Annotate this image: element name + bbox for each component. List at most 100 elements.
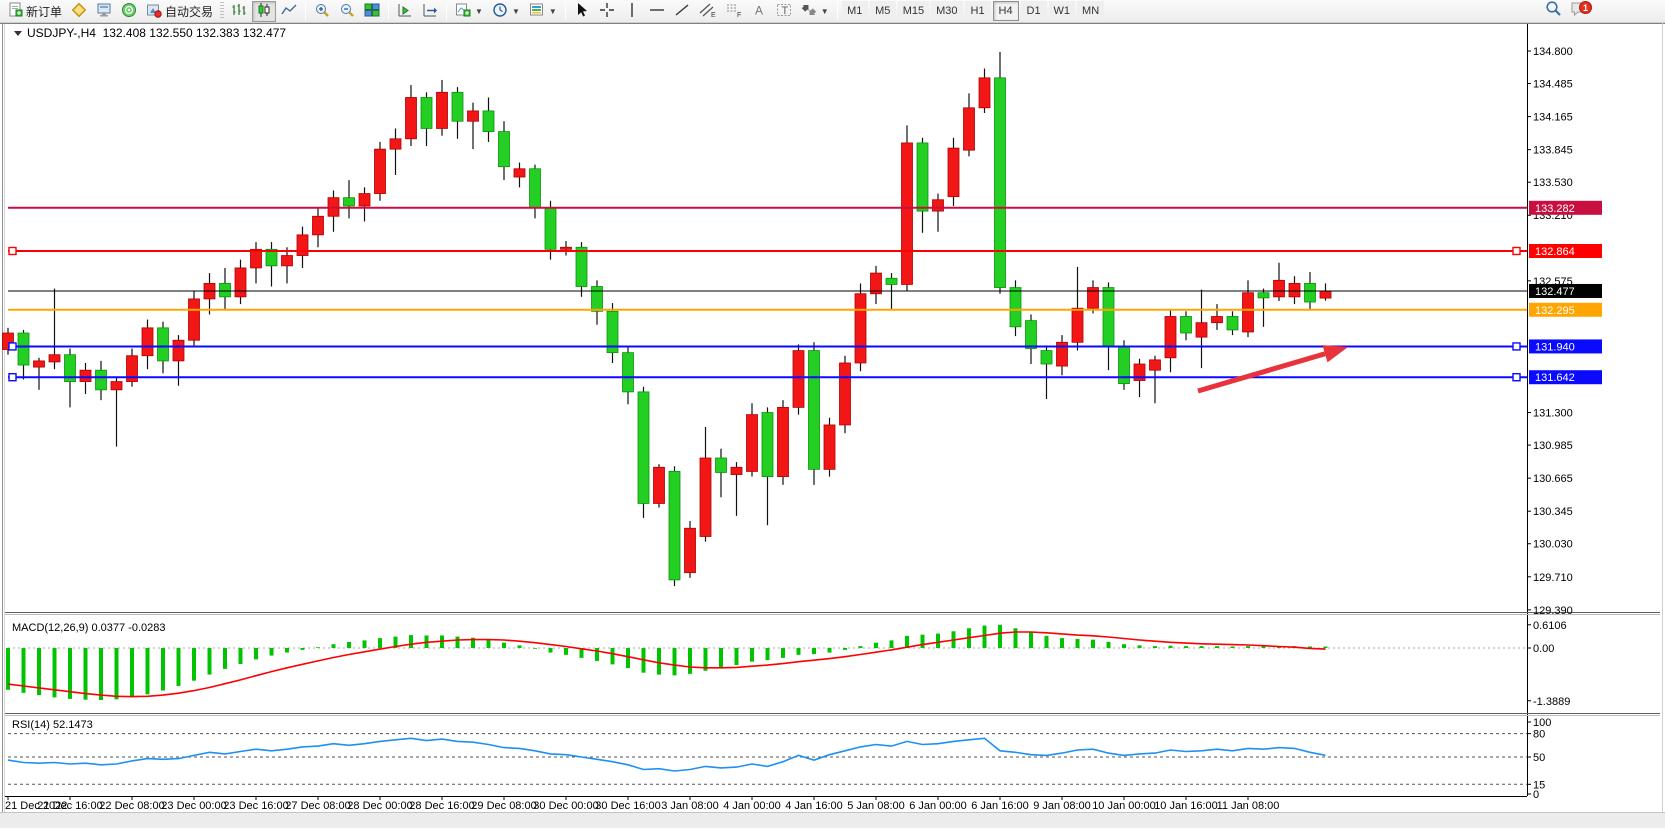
chat-button[interactable]: 1 xyxy=(1570,0,1592,22)
svg-text:29 Dec 08:00: 29 Dec 08:00 xyxy=(471,800,536,812)
text-label-icon: T xyxy=(776,2,792,21)
vertical-line-icon xyxy=(624,2,640,21)
tf-button-m1[interactable]: M1 xyxy=(841,1,868,21)
vertical-line-button[interactable] xyxy=(620,1,644,22)
svg-text:28 Dec 00:00: 28 Dec 00:00 xyxy=(347,800,412,812)
toolbar-separator xyxy=(388,2,390,20)
templates-button[interactable]: ▼ xyxy=(525,1,561,22)
periods-button[interactable]: ▼ xyxy=(488,1,524,22)
chat-badge: 1 xyxy=(1579,1,1592,14)
trendline-icon xyxy=(674,2,690,21)
svg-text:USDJPY-,H4 132.408 132.550 13: USDJPY-,H4 132.408 132.550 132.383 132.4… xyxy=(27,26,286,40)
data-window-button[interactable] xyxy=(92,1,116,22)
trend-arrow-annotation[interactable] xyxy=(1197,345,1348,394)
indicators-button[interactable]: ▼ xyxy=(451,1,487,22)
crosshair-icon xyxy=(599,2,615,21)
price-badges: 133.282 132.864 132.295 131.940 131.642 132.4… xyxy=(1529,200,1602,385)
market-watch-icon xyxy=(71,2,87,21)
svg-text:-1.3889: -1.3889 xyxy=(1533,696,1570,708)
auto-scroll-button[interactable] xyxy=(418,1,442,22)
navigator-button[interactable] xyxy=(117,1,141,22)
new-order-button[interactable]: 新订单 xyxy=(4,1,66,22)
svg-text:9 Jan 08:00: 9 Jan 08:00 xyxy=(1033,800,1091,812)
chart-shift-icon xyxy=(397,2,413,21)
bar-chart-button[interactable] xyxy=(227,1,251,22)
svg-text:22 Dec 08:00: 22 Dec 08:00 xyxy=(99,800,164,812)
svg-text:133.282: 133.282 xyxy=(1535,203,1575,215)
svg-text:15: 15 xyxy=(1533,779,1545,791)
equidistant-channel-icon: E xyxy=(699,2,716,21)
svg-text:133.530: 133.530 xyxy=(1533,177,1573,189)
svg-text:E: E xyxy=(711,12,716,18)
svg-text:131.300: 131.300 xyxy=(1533,408,1573,420)
candle-chart-icon xyxy=(256,2,272,21)
svg-text:28 Dec 16:00: 28 Dec 16:00 xyxy=(409,800,474,812)
trendline-button[interactable] xyxy=(670,1,694,22)
search-icon[interactable] xyxy=(1545,0,1562,22)
chart-shift-button[interactable] xyxy=(393,1,417,22)
zoom-out-icon xyxy=(339,2,355,21)
equidistant-channel-button[interactable]: E xyxy=(695,1,720,22)
auto-scroll-icon xyxy=(422,2,438,21)
horizontal-line-button[interactable] xyxy=(645,1,669,22)
auto-trading-label: 自动交易 xyxy=(165,4,214,19)
cursor-icon xyxy=(574,2,590,21)
tf-button-w1[interactable]: W1 xyxy=(1048,1,1076,21)
chart-frame xyxy=(0,23,1665,828)
svg-text:132.295: 132.295 xyxy=(1535,305,1575,317)
navigator-icon xyxy=(121,2,137,21)
text-label-button[interactable]: T xyxy=(772,1,796,22)
data-window-icon xyxy=(96,2,112,21)
svg-text:131.642: 131.642 xyxy=(1535,372,1575,384)
templates-dropdown-icon: ▼ xyxy=(548,6,557,16)
candle-chart-button[interactable] xyxy=(252,0,277,22)
market-watch-button[interactable] xyxy=(67,1,91,22)
svg-text:30 Dec 00:00: 30 Dec 00:00 xyxy=(533,800,598,812)
tf-button-m5[interactable]: M5 xyxy=(869,1,896,21)
tf-button-m15[interactable]: M15 xyxy=(897,1,930,21)
crosshair-button[interactable] xyxy=(595,1,619,22)
macd-pane: 0.6106 0.00 -1.3889 MACD(12,26,9) 0.0377 -0… xyxy=(6,620,1570,708)
svg-text:5 Jan 08:00: 5 Jan 08:00 xyxy=(847,800,905,812)
usdjpy-h4-chart[interactable]: 134.800 134.485 134.165 133.845 133.530 133.2… xyxy=(0,23,1665,828)
zoom-in-button[interactable] xyxy=(310,1,334,22)
indicators-icon xyxy=(455,2,471,21)
periods-dropdown-icon: ▼ xyxy=(511,6,520,16)
svg-text:130.985: 130.985 xyxy=(1533,440,1573,452)
fibonacci-icon: F xyxy=(725,2,742,21)
arrows-button[interactable]: ▼ xyxy=(797,1,833,22)
text-button[interactable]: A xyxy=(747,1,771,22)
tf-button-h4[interactable]: H4 xyxy=(992,1,1019,21)
horizontal-line-icon xyxy=(649,2,665,21)
svg-text:MACD(12,26,9) 0.0377 -0.0283: MACD(12,26,9) 0.0377 -0.0283 xyxy=(12,622,165,634)
fibonacci-button[interactable]: F xyxy=(721,1,746,22)
svg-text:4 Jan 16:00: 4 Jan 16:00 xyxy=(785,800,843,812)
toolbar-separator xyxy=(836,2,838,20)
svg-text:130.665: 130.665 xyxy=(1533,473,1573,485)
svg-text:A: A xyxy=(755,3,763,17)
line-chart-button[interactable] xyxy=(277,1,301,22)
svg-text:133.845: 133.845 xyxy=(1533,145,1573,157)
tf-button-h1[interactable]: H1 xyxy=(964,1,991,21)
svg-text:0: 0 xyxy=(1533,789,1539,801)
toolbar-grip xyxy=(220,2,225,20)
tf-button-mn[interactable]: MN xyxy=(1077,1,1105,21)
zoom-out-button[interactable] xyxy=(335,1,359,22)
zoom-in-icon xyxy=(314,2,330,21)
svg-text:3 Jan 08:00: 3 Jan 08:00 xyxy=(661,800,719,812)
horizontal-level-lines[interactable] xyxy=(8,206,1527,382)
svg-text:10 Jan 00:00: 10 Jan 00:00 xyxy=(1092,800,1156,812)
tf-button-m30[interactable]: M30 xyxy=(931,1,963,21)
toolbar-separator xyxy=(564,2,566,20)
cursor-button[interactable] xyxy=(570,1,594,22)
auto-trading-button[interactable]: 自动交易 xyxy=(142,1,217,22)
svg-text:130.345: 130.345 xyxy=(1533,506,1573,518)
svg-text:21 Dec 2022: 21 Dec 2022 xyxy=(5,800,67,812)
auto-trading-icon xyxy=(146,2,162,21)
tile-windows-button[interactable] xyxy=(360,1,384,22)
timeframe-bar: M1 M5 M15 M30 H1 H4 D1 W1 MN xyxy=(841,1,1105,21)
tf-button-d1[interactable]: D1 xyxy=(1020,1,1047,21)
chart-surface[interactable]: 134.800 134.485 134.165 133.845 133.530 133.2… xyxy=(0,23,1665,828)
